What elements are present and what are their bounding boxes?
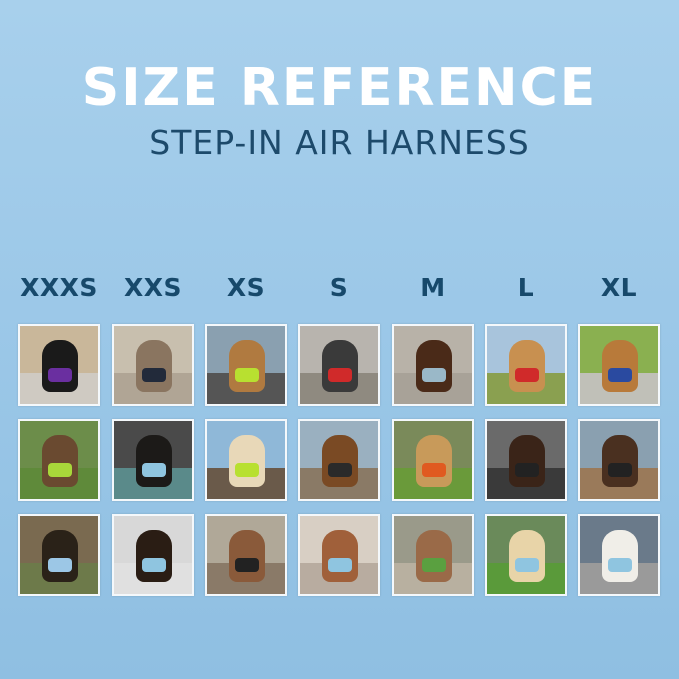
size-label: XS <box>226 273 266 302</box>
pet-photo <box>205 419 287 501</box>
pet-photo <box>578 514 660 596</box>
pet-figure <box>42 340 78 392</box>
pet-figure <box>416 340 452 392</box>
size-column-s: S <box>294 270 384 596</box>
pet-figure <box>322 340 358 392</box>
pet-figure <box>136 340 172 392</box>
size-column-m: M <box>388 270 478 596</box>
pet-figure <box>509 340 545 392</box>
harness-figure <box>142 368 166 382</box>
harness-figure <box>608 463 632 477</box>
pet-photo <box>392 514 474 596</box>
harness-figure <box>235 558 259 572</box>
pet-figure <box>42 530 78 582</box>
harness-figure <box>422 368 446 382</box>
pet-photo <box>485 419 567 501</box>
pet-figure <box>509 435 545 487</box>
size-column-xxs: XXS <box>108 270 198 596</box>
size-label: S <box>329 273 349 302</box>
pet-figure <box>229 340 265 392</box>
harness-figure <box>142 558 166 572</box>
harness-figure <box>328 368 352 382</box>
pet-figure <box>136 530 172 582</box>
pet-photo <box>392 419 474 501</box>
harness-figure <box>235 463 259 477</box>
pet-photo <box>205 324 287 406</box>
pet-photo <box>578 419 660 501</box>
pet-photo <box>112 419 194 501</box>
size-column-xl: XL <box>574 270 664 596</box>
harness-figure <box>328 558 352 572</box>
pet-figure <box>322 435 358 487</box>
size-label: XXXS <box>20 273 98 302</box>
pet-photo <box>485 324 567 406</box>
harness-figure <box>142 463 166 477</box>
size-label: XXS <box>123 273 183 302</box>
page-title: SIZE REFERENCE <box>81 58 598 118</box>
pet-photo <box>112 324 194 406</box>
pet-photo <box>392 324 474 406</box>
pet-figure <box>602 435 638 487</box>
harness-figure <box>422 463 446 477</box>
pet-figure <box>416 530 452 582</box>
size-label: XL <box>600 273 638 302</box>
pet-figure <box>416 435 452 487</box>
pet-photo <box>298 514 380 596</box>
harness-figure <box>515 558 539 572</box>
harness-figure <box>328 463 352 477</box>
pet-figure <box>602 530 638 582</box>
size-column-l: L <box>481 270 571 596</box>
pet-photo <box>18 514 100 596</box>
pet-figure <box>602 340 638 392</box>
size-column-xs: XS <box>201 270 291 596</box>
harness-figure <box>515 463 539 477</box>
harness-figure <box>235 368 259 382</box>
pet-photo <box>112 514 194 596</box>
pet-figure <box>509 530 545 582</box>
pet-figure <box>229 530 265 582</box>
page-subtitle: STEP-IN AIR HARNESS <box>149 123 530 162</box>
pet-photo <box>205 514 287 596</box>
harness-figure <box>422 558 446 572</box>
size-column-xxxs: XXXS <box>14 270 104 596</box>
pet-figure <box>322 530 358 582</box>
harness-figure <box>48 463 72 477</box>
harness-figure <box>608 558 632 572</box>
harness-figure <box>48 368 72 382</box>
harness-figure <box>608 368 632 382</box>
pet-figure <box>229 435 265 487</box>
pet-figure <box>42 435 78 487</box>
pet-photo <box>298 324 380 406</box>
size-label: L <box>517 273 535 302</box>
pet-photo <box>298 419 380 501</box>
pet-photo <box>485 514 567 596</box>
pet-photo <box>18 324 100 406</box>
pet-figure <box>136 435 172 487</box>
pet-photo <box>578 324 660 406</box>
harness-figure <box>48 558 72 572</box>
harness-figure <box>515 368 539 382</box>
pet-photo <box>18 419 100 501</box>
size-label: M <box>420 273 446 302</box>
